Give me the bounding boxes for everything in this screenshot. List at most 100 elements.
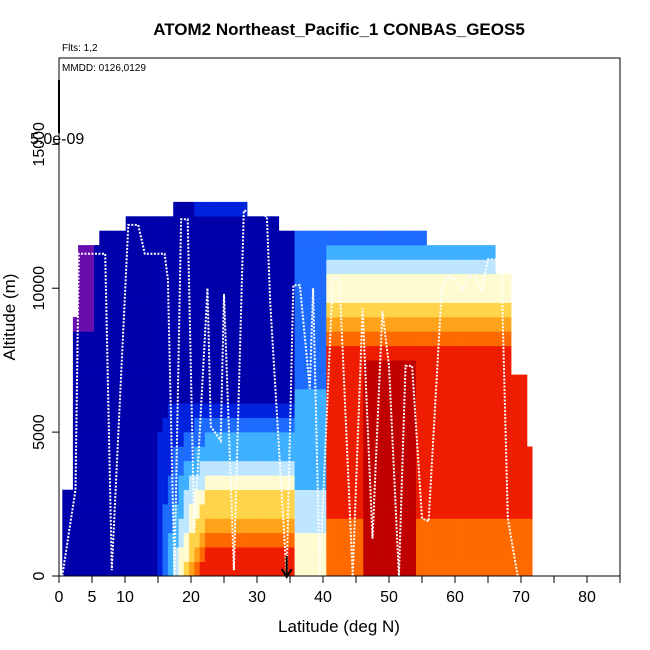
heatmap-cell: [173, 403, 179, 418]
heatmap-cell: [72, 331, 79, 347]
heatmap-cell: [125, 547, 132, 562]
heatmap-cell: [194, 374, 200, 390]
heatmap-cell: [294, 345, 301, 361]
heatmap-cell: [152, 547, 158, 562]
heatmap-cell: [410, 259, 417, 275]
heatmap-cell: [463, 374, 470, 390]
heatmap-cell: [484, 331, 491, 347]
heatmap-cell: [157, 259, 163, 275]
heatmap-cell: [152, 417, 158, 433]
heatmap-cell: [88, 273, 95, 289]
heatmap-cell: [136, 388, 142, 404]
heatmap-cell: [426, 446, 433, 462]
heatmap-cell: [99, 374, 105, 390]
heatmap-cell: [394, 388, 401, 404]
heatmap-cell: [284, 504, 290, 519]
heatmap-cell: [226, 273, 232, 289]
heatmap-cell: [352, 403, 359, 418]
heatmap-cell: [453, 403, 459, 418]
heatmap-cell: [368, 388, 375, 404]
heatmap-cell: [358, 230, 364, 246]
heatmap-cell: [379, 288, 385, 303]
heatmap-cell: [495, 403, 501, 418]
heatmap-cell: [67, 489, 74, 505]
heatmap-cell: [278, 259, 285, 275]
heatmap-cell: [204, 388, 211, 404]
heatmap-cell: [416, 345, 422, 361]
heatmap-cell: [125, 460, 132, 476]
heatmap-cell: [373, 259, 380, 275]
heatmap-cell: [226, 259, 232, 275]
heatmap-cell: [273, 216, 280, 231]
heatmap-cell: [130, 460, 137, 476]
heatmap-cell: [268, 532, 274, 548]
heatmap-cell: [262, 317, 269, 332]
heatmap-cell: [241, 245, 248, 260]
heatmap-cell: [336, 388, 343, 404]
heatmap-cell: [289, 245, 295, 260]
heatmap-cell: [173, 345, 179, 361]
heatmap-cell: [178, 216, 185, 231]
heatmap-cell: [495, 561, 501, 577]
heatmap-cell: [220, 273, 227, 289]
heatmap-cell: [490, 345, 496, 361]
heatmap-cell: [500, 345, 507, 361]
heatmap-cell: [83, 302, 89, 318]
x-tick-label: 0: [55, 589, 64, 606]
heatmap-cell: [252, 216, 258, 231]
heatmap-cell: [88, 288, 95, 303]
heatmap-cell: [505, 475, 512, 490]
heatmap-cell: [157, 331, 163, 347]
heatmap-cell: [363, 489, 369, 505]
heatmap-cell: [252, 374, 258, 390]
heatmap-cell: [442, 259, 449, 275]
heatmap-cell: [363, 532, 369, 548]
heatmap-cell: [458, 331, 464, 347]
heatmap-cell: [157, 374, 163, 390]
heatmap-cell: [236, 475, 243, 490]
heatmap-cell: [394, 288, 401, 303]
heatmap-cell: [157, 460, 163, 476]
heatmap-cell: [136, 345, 142, 361]
heatmap-cell: [136, 460, 142, 476]
heatmap-cell: [262, 259, 269, 275]
heatmap-cell: [273, 432, 280, 447]
heatmap-cell: [236, 230, 243, 246]
heatmap-cell: [210, 561, 216, 577]
heatmap-cell: [141, 518, 148, 534]
heatmap-cell: [358, 245, 364, 260]
heatmap-cell: [400, 388, 406, 404]
heatmap-cell: [331, 504, 338, 519]
heatmap-cell: [394, 259, 401, 275]
heatmap-cell: [505, 360, 512, 375]
heatmap-cell: [363, 432, 369, 447]
heatmap-cell: [479, 403, 485, 418]
heatmap-cell: [247, 417, 253, 433]
heatmap-cell: [247, 518, 253, 534]
heatmap-cell: [500, 504, 507, 519]
y-tick-label: 10000: [31, 266, 48, 311]
heatmap-cell: [278, 475, 285, 490]
heatmap-cell: [257, 345, 264, 361]
heatmap-cell: [352, 288, 359, 303]
heatmap-cell: [389, 504, 396, 519]
heatmap-cell: [421, 547, 427, 562]
heatmap-cell: [152, 317, 158, 332]
heatmap-cell: [437, 288, 443, 303]
heatmap-cell: [500, 360, 507, 375]
heatmap-cell: [120, 331, 126, 347]
heatmap-cell: [125, 417, 132, 433]
heatmap-cell: [410, 317, 417, 332]
heatmap-cell: [146, 388, 153, 404]
heatmap-cell: [278, 317, 285, 332]
heatmap-cell: [400, 547, 406, 562]
heatmap-cell: [162, 561, 169, 577]
heatmap-cell: [152, 245, 158, 260]
heatmap-cell: [468, 504, 475, 519]
heatmap-cell: [305, 317, 311, 332]
heatmap-cell: [305, 504, 311, 519]
heatmap-cell: [130, 245, 137, 260]
heatmap-cell: [226, 201, 232, 217]
heatmap-cell: [284, 331, 290, 347]
heatmap-cell: [88, 547, 95, 562]
